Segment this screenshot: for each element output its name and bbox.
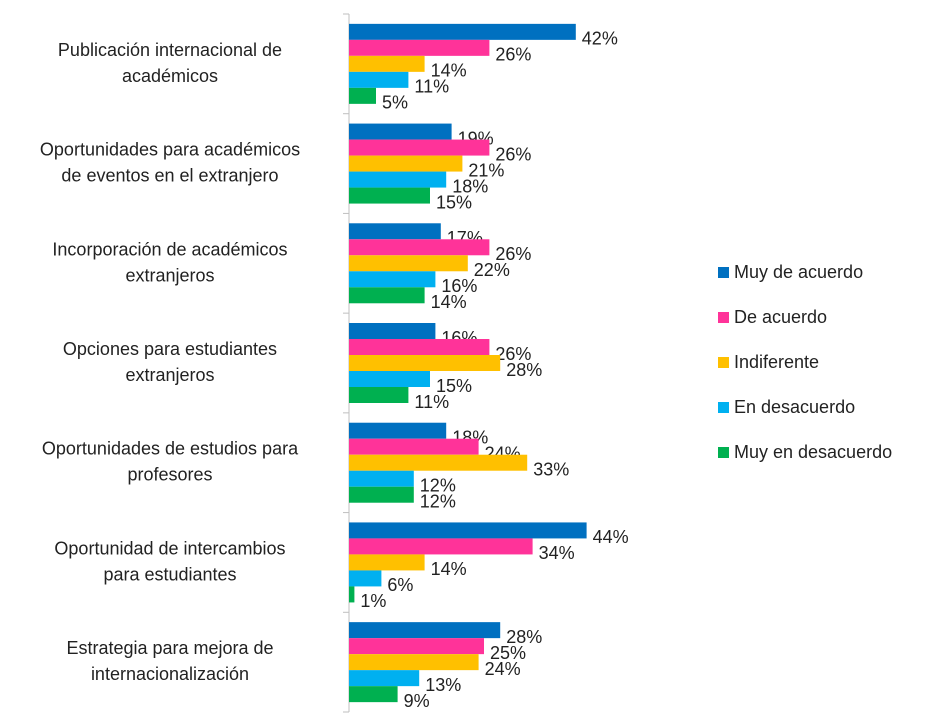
value-label: 16% [441, 276, 477, 296]
bar [349, 39, 490, 56]
bar [349, 87, 376, 104]
bar [349, 438, 479, 455]
bar [349, 654, 479, 671]
value-label: 5% [382, 93, 408, 113]
legend-label: Muy en desacuerdo [734, 442, 892, 462]
value-label: 13% [425, 675, 461, 695]
legend-label: Indiferente [734, 352, 819, 372]
value-label: 15% [436, 376, 472, 396]
bar [349, 287, 425, 304]
value-label: 28% [506, 360, 542, 380]
bar [349, 622, 501, 639]
bar [349, 223, 441, 240]
bar [349, 355, 501, 371]
bar [349, 554, 425, 571]
bar [349, 23, 576, 40]
value-label: 9% [404, 691, 430, 711]
bar [349, 339, 490, 355]
category-label: Oportunidades de estudios para profesores [42, 438, 299, 484]
bar [349, 454, 528, 471]
value-label: 26% [495, 45, 531, 65]
bar [349, 123, 452, 140]
value-label: 28% [506, 627, 542, 647]
bar [349, 55, 425, 72]
bar [349, 255, 468, 272]
value-label: 12% [420, 475, 456, 495]
legend-swatch [718, 312, 729, 323]
bar [349, 538, 533, 555]
bar [349, 670, 420, 687]
bar [349, 570, 382, 587]
value-label: 14% [431, 61, 467, 81]
legend-label: Muy de acuerdo [734, 262, 863, 282]
value-label: 24% [485, 659, 521, 679]
bar [349, 470, 414, 487]
bar [349, 486, 414, 503]
value-label: 1% [360, 591, 386, 611]
value-label: 14% [431, 292, 467, 312]
bar [349, 586, 355, 603]
bar [349, 371, 430, 387]
legend-label: De acuerdo [734, 307, 827, 327]
bar [349, 271, 436, 288]
value-label: 22% [474, 260, 510, 280]
category-label: Publicación internacional de académicos [58, 40, 282, 86]
value-label: 26% [495, 344, 531, 364]
legend-label: En desacuerdo [734, 397, 855, 417]
bar [349, 239, 490, 256]
bar [349, 638, 484, 655]
bar [349, 323, 436, 339]
legend-swatch [718, 447, 729, 458]
value-label: 15% [436, 192, 472, 212]
value-label: 14% [431, 559, 467, 579]
legend-swatch [718, 357, 729, 368]
category-label: Oportunidad de intercambios para estudian… [54, 538, 285, 584]
category-label: Oportunidades para académicos de eventos … [40, 139, 300, 185]
bar [349, 187, 430, 204]
value-label: 33% [533, 459, 569, 479]
bar [349, 71, 409, 88]
value-label: 25% [490, 643, 526, 663]
value-label: 11% [414, 392, 449, 412]
value-label: 12% [420, 491, 456, 511]
bar [349, 387, 409, 403]
value-label: 34% [539, 543, 575, 563]
value-label: 18% [452, 176, 488, 196]
category-label: Opciones para estudiantes extranjeros [63, 339, 277, 385]
value-label: 26% [495, 244, 531, 264]
bar [349, 522, 587, 539]
bar [349, 171, 447, 188]
category-label: Incorporación de académicos extranjeros [52, 239, 287, 285]
value-label: 6% [387, 575, 413, 595]
bar [349, 422, 447, 439]
bar [349, 139, 490, 156]
value-label: 21% [468, 160, 504, 180]
legend-swatch [718, 267, 729, 278]
value-label: 44% [593, 527, 629, 547]
value-label: 11% [414, 77, 449, 97]
category-label: Estrategia para mejora de internacionaliz… [66, 638, 273, 684]
bar [349, 155, 463, 172]
value-label: 42% [582, 29, 618, 49]
legend-swatch [718, 402, 729, 413]
value-label: 26% [495, 144, 531, 164]
bar [349, 686, 398, 703]
